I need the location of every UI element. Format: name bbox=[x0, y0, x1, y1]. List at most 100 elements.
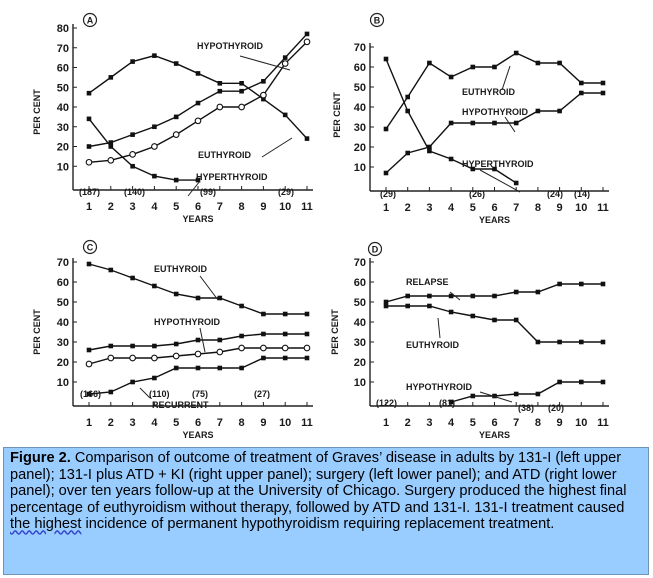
data-point bbox=[383, 56, 389, 62]
data-point bbox=[579, 379, 584, 385]
x-axis-label: YEARS bbox=[182, 214, 213, 224]
label-pointer bbox=[501, 65, 511, 91]
data-point bbox=[130, 163, 135, 169]
x-tick-label: 7 bbox=[513, 202, 519, 214]
x-tick-label: 8 bbox=[535, 417, 541, 429]
y-tick-label: 50 bbox=[57, 297, 69, 309]
panel-letter-circle bbox=[369, 12, 385, 28]
data-point bbox=[195, 337, 201, 343]
data-point bbox=[535, 60, 541, 66]
y-tick-label: 30 bbox=[354, 337, 366, 349]
data-point bbox=[304, 31, 310, 37]
data-point bbox=[304, 355, 310, 361]
data-point bbox=[303, 344, 311, 352]
series-line bbox=[386, 305, 603, 343]
x-tick-label: 4 bbox=[151, 417, 158, 429]
data-point bbox=[85, 360, 93, 368]
y-tick-label: 20 bbox=[354, 357, 366, 369]
sample-size-label: (75) bbox=[192, 389, 208, 399]
data-point bbox=[130, 343, 135, 349]
data-point bbox=[513, 50, 519, 56]
x-tick-label: 1 bbox=[86, 417, 92, 429]
panel-letter-circle bbox=[82, 239, 98, 255]
panel-letter: B bbox=[374, 16, 381, 26]
data-point bbox=[448, 156, 454, 162]
sample-size-label: (27) bbox=[254, 389, 270, 399]
data-point bbox=[108, 75, 114, 80]
data-point bbox=[557, 60, 562, 66]
data-point bbox=[282, 331, 288, 337]
data-point bbox=[427, 293, 432, 299]
x-tick-label: 10 bbox=[575, 202, 587, 214]
y-tick-label: 10 bbox=[57, 161, 69, 173]
x-tick-label: 6 bbox=[195, 201, 201, 213]
y-tick-label: 20 bbox=[57, 357, 69, 369]
data-point bbox=[151, 143, 158, 150]
data-point bbox=[513, 317, 519, 323]
data-point bbox=[173, 177, 179, 183]
data-point bbox=[261, 311, 266, 317]
series-label: HYPOTHYROID bbox=[406, 382, 473, 392]
data-point bbox=[383, 303, 389, 309]
x-tick-label: 9 bbox=[557, 417, 563, 429]
x-tick-label: 1 bbox=[86, 201, 92, 213]
y-tick-label: 20 bbox=[354, 142, 366, 154]
x-tick-label: 11 bbox=[597, 417, 609, 429]
data-point bbox=[172, 131, 180, 138]
y-tick-label: 50 bbox=[354, 297, 366, 309]
data-point bbox=[217, 88, 223, 94]
panel-letter: A bbox=[87, 16, 94, 26]
data-point bbox=[470, 64, 476, 70]
data-point bbox=[470, 393, 476, 399]
label-pointer bbox=[479, 169, 521, 193]
x-tick-label: 5 bbox=[173, 417, 179, 429]
sample-size-label: (140) bbox=[124, 187, 145, 197]
data-point bbox=[448, 309, 454, 315]
panel-d: 10 20 30 40 50 60 70 1 2 3 4 5 6 7 8 9 10 11 YEARS PER CENT… bbox=[330, 241, 609, 440]
data-point bbox=[173, 291, 179, 297]
data-point bbox=[281, 344, 289, 352]
figure-caption: Figure 2. Comparison of outcome of treat… bbox=[3, 447, 649, 575]
panel-letter: C bbox=[87, 243, 94, 253]
data-point bbox=[304, 331, 310, 337]
data-point bbox=[130, 379, 135, 385]
data-point bbox=[152, 343, 157, 349]
x-tick-label: 5 bbox=[173, 201, 179, 213]
data-point bbox=[129, 354, 136, 362]
y-tick-label: 40 bbox=[57, 317, 69, 329]
x-tick-label: 10 bbox=[279, 417, 291, 429]
data-point bbox=[513, 391, 519, 397]
x-tick-label: 9 bbox=[260, 417, 266, 429]
y-tick-label: 10 bbox=[354, 377, 366, 389]
data-point bbox=[405, 150, 410, 156]
x-tick-label: 1 bbox=[383, 417, 389, 429]
data-point bbox=[535, 289, 541, 295]
y-tick-label: 70 bbox=[354, 42, 366, 54]
data-point bbox=[427, 148, 432, 154]
data-point bbox=[448, 399, 454, 405]
data-point bbox=[86, 391, 92, 397]
data-point bbox=[600, 339, 606, 345]
y-tick-label: 10 bbox=[354, 162, 366, 174]
data-point bbox=[282, 112, 288, 118]
label-pointer bbox=[139, 387, 151, 399]
data-point bbox=[108, 389, 114, 395]
x-tick-label: 3 bbox=[426, 417, 432, 429]
series-line bbox=[450, 381, 603, 403]
sample-size-label: (122) bbox=[376, 398, 397, 408]
y-tick-label: 70 bbox=[354, 257, 366, 269]
y-tick-label: 80 bbox=[57, 23, 69, 35]
x-tick-label: 7 bbox=[513, 417, 519, 429]
x-tick-label: 3 bbox=[130, 417, 136, 429]
x-tick-label: 9 bbox=[260, 201, 266, 213]
y-axis-label: PER CENT bbox=[32, 89, 42, 135]
x-tick-label: 11 bbox=[301, 201, 313, 213]
x-tick-label: 2 bbox=[108, 417, 114, 429]
data-point bbox=[600, 90, 606, 96]
series-label: RELAPSE bbox=[406, 277, 449, 287]
data-point bbox=[304, 311, 310, 317]
data-point bbox=[427, 60, 432, 66]
data-point bbox=[217, 365, 223, 371]
series-line bbox=[88, 54, 308, 140]
